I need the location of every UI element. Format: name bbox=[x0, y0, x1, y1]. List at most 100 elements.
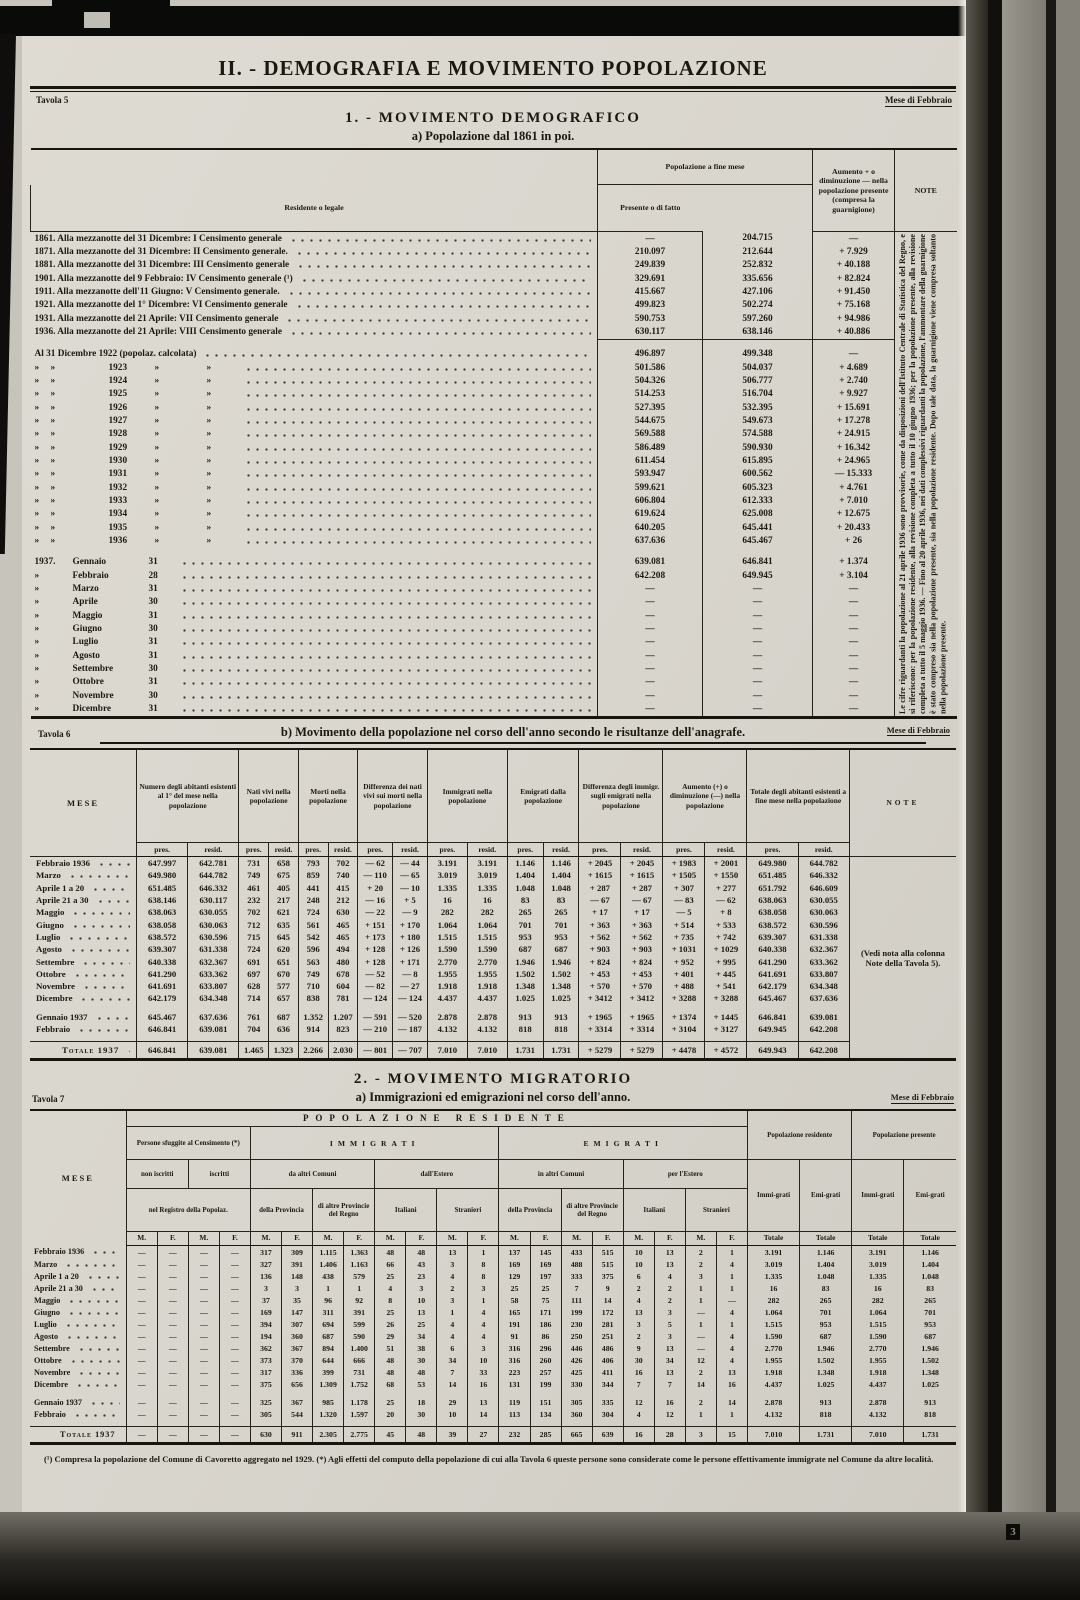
value-cell-6: 1.309 bbox=[312, 1378, 344, 1391]
census-label: 1871. Alla mezzanotte del 31 Dicembre: I… bbox=[34, 247, 288, 258]
tavola6-header: Tavola 6 b) Movimento della popolazione … bbox=[38, 725, 950, 744]
presente-value: 649.945 bbox=[701, 569, 813, 583]
value-cell-6: + 151 bbox=[357, 918, 393, 931]
label-part: Giugno bbox=[72, 624, 102, 634]
dot-leader bbox=[77, 1029, 131, 1032]
mese-header: MESE bbox=[61, 1173, 94, 1184]
value-cell-8: 48 bbox=[374, 1245, 406, 1259]
female-header: F. bbox=[715, 1231, 748, 1247]
spacer bbox=[597, 339, 703, 348]
value-cell-9: 1.955 bbox=[466, 967, 508, 980]
spacer bbox=[31, 339, 598, 348]
value-cell-1: 633.807 bbox=[187, 979, 239, 993]
residente-value: — bbox=[597, 609, 703, 623]
value-cell-11: 1.146 bbox=[542, 856, 579, 870]
label-part: Dicembre bbox=[72, 704, 112, 715]
value-cell-20: 1.918 bbox=[746, 1366, 800, 1379]
leaf-header-2: Italiani bbox=[374, 1188, 437, 1233]
label-flex: Febbraio 1936 bbox=[34, 1247, 126, 1256]
spacer bbox=[746, 1420, 800, 1427]
value-cell-1: 639.081 bbox=[187, 1041, 239, 1060]
dot-leader bbox=[68, 949, 131, 953]
value-cell-13: + 287 bbox=[620, 881, 663, 894]
note-header: NOTE bbox=[894, 148, 957, 232]
value-cell-5: 480 bbox=[327, 955, 358, 968]
spacer bbox=[436, 1390, 468, 1397]
tavola7-body: Febbraio 1936— — — —317 309 1.115 1.363 48 48 13 1… bbox=[30, 1245, 956, 1444]
value-cell-1: — bbox=[156, 1270, 189, 1283]
value-cell-1: — bbox=[156, 1342, 189, 1355]
label-flex: » » 1934 » » bbox=[35, 509, 598, 519]
value-cell-5: 740 bbox=[327, 869, 358, 882]
emigrati-col-header: Emi-grati bbox=[799, 1159, 852, 1233]
value-cell-14: 426 bbox=[560, 1354, 593, 1367]
main-title: II. - DEMOGRAFIA E MOVIMENTO POPOLAZIONE bbox=[218, 56, 768, 80]
presente-value: 532.395 bbox=[701, 401, 813, 415]
value-cell-5: 367 bbox=[280, 1342, 313, 1355]
spacer bbox=[297, 1035, 329, 1042]
aumento-value: — bbox=[812, 702, 895, 718]
value-cell-9: 18 bbox=[405, 1396, 437, 1409]
value-cell-10: 1 bbox=[436, 1306, 468, 1319]
value-cell-7: + 180 bbox=[392, 930, 428, 944]
value-cell-15: + 1445 bbox=[704, 1010, 747, 1023]
value-cell-10: 4 bbox=[436, 1330, 468, 1343]
label-part: Febbraio bbox=[72, 570, 109, 581]
value-cell-10: 7 bbox=[436, 1366, 468, 1379]
value-cell-7: + 171 bbox=[392, 955, 428, 968]
value-cell-16: 9 bbox=[622, 1342, 655, 1355]
value-cell-7: 666 bbox=[343, 1354, 375, 1367]
value-cell-13: + 1965 bbox=[620, 1010, 663, 1023]
value-cell-4: 838 bbox=[297, 992, 329, 1005]
value-cell-1: 630.596 bbox=[187, 930, 239, 944]
value-cell-15: + 533 bbox=[704, 918, 747, 931]
value-cell-9: 13 bbox=[405, 1306, 437, 1319]
value-cell-20: 1.064 bbox=[746, 1306, 800, 1319]
leaf-header-0: della Provincia bbox=[249, 1188, 313, 1233]
spacer-row bbox=[31, 339, 957, 348]
value-cell-9: 23 bbox=[405, 1270, 437, 1283]
leaf-header-4: della Provincia bbox=[498, 1188, 562, 1233]
label-part: » bbox=[50, 376, 56, 387]
value-cell-1: 632.367 bbox=[187, 955, 239, 968]
value-cell-12: + 5279 bbox=[578, 1041, 621, 1060]
presente-value: 645.467 bbox=[701, 534, 813, 548]
value-cell-3: — bbox=[218, 1306, 251, 1319]
value-cell-0: — bbox=[125, 1426, 158, 1444]
value-cell-8: 2.770 bbox=[426, 955, 468, 968]
sub-header: resid. bbox=[466, 842, 508, 857]
spacer bbox=[542, 1035, 579, 1042]
month-label: Totale 1937 bbox=[30, 1426, 127, 1444]
group-header-8: Totale degli abitanti esistenti a fine m… bbox=[746, 749, 850, 843]
value-cell-14: 665 bbox=[560, 1426, 593, 1444]
value-cell-1: — bbox=[156, 1294, 189, 1307]
label-part: » bbox=[206, 482, 212, 493]
value-cell-14: 111 bbox=[560, 1294, 593, 1307]
value-cell-12: + 3314 bbox=[578, 1022, 621, 1036]
dot-leader bbox=[85, 1275, 120, 1279]
value-cell-4: 373 bbox=[249, 1354, 282, 1367]
value-cell-17: 633.807 bbox=[797, 967, 850, 980]
dot-leader bbox=[203, 354, 591, 358]
label-part: 28 bbox=[148, 570, 158, 581]
value-cell-18: — bbox=[684, 1306, 717, 1319]
month-name: Marzo bbox=[36, 870, 61, 881]
census-row: 1911. Alla mezzanotte dell'11 Giugno: V … bbox=[31, 285, 957, 299]
value-cell-15: + 1029 bbox=[704, 943, 747, 956]
value-cell-1: 637.636 bbox=[187, 1010, 239, 1023]
header-row: Residente o legale Presente o di fatto bbox=[30, 184, 957, 232]
month-label: Luglio bbox=[30, 931, 137, 943]
value-cell-10: 4 bbox=[436, 1270, 468, 1283]
census-row: 1931. Alla mezzanotte del 21 Aprile: VII… bbox=[31, 312, 957, 326]
value-cell-10: 1.048 bbox=[506, 881, 544, 894]
da-altri-comuni-header: da altri Comuni bbox=[249, 1159, 375, 1190]
value-cell-21: 1.404 bbox=[799, 1258, 852, 1271]
value-cell-18: 14 bbox=[684, 1378, 717, 1391]
value-cell-2: 697 bbox=[238, 967, 269, 980]
month-label: Agosto bbox=[30, 1330, 126, 1342]
label-part: 1936 bbox=[108, 536, 128, 547]
residente-value: 590.753 bbox=[597, 312, 703, 326]
value-cell-4: 724 bbox=[297, 906, 329, 919]
value-cell-6: — 62 bbox=[357, 856, 393, 870]
value-cell-11: 701 bbox=[542, 918, 579, 931]
